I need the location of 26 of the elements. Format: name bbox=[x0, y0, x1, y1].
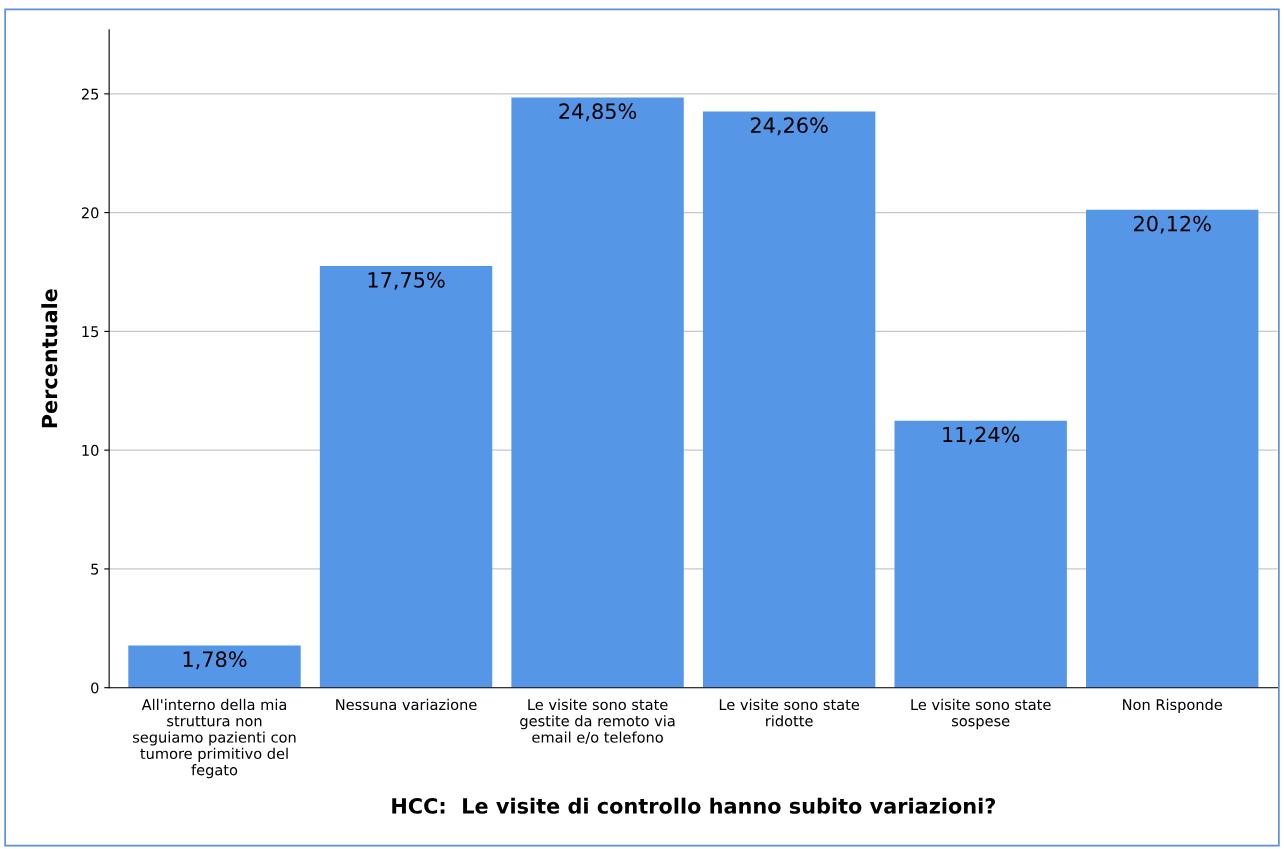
data-label: 24,85% bbox=[559, 103, 637, 122]
data-label: 20,12% bbox=[1134, 215, 1211, 234]
data-label: 1,78% bbox=[183, 651, 247, 670]
bar bbox=[702, 111, 876, 688]
x-tick-label: Nessuna variazione bbox=[336, 698, 477, 711]
data-label: 24,26% bbox=[750, 117, 828, 136]
x-tick-label: Le visite sono state sospese bbox=[911, 698, 1051, 730]
y-tick-label: 25 bbox=[81, 88, 99, 100]
x-tick-label: All'interno della mia struttura non seguiamo pazienti con tumore primitivo del fegato bbox=[133, 698, 296, 779]
x-tick-label: Le visite sono state gestite da remoto via email e/o telefono bbox=[520, 698, 675, 744]
y-tick-label: 5 bbox=[91, 563, 99, 575]
data-label: 11,24% bbox=[943, 426, 1020, 445]
y-axis-title: Percentuale bbox=[41, 289, 58, 428]
bar bbox=[894, 420, 1067, 688]
x-axis-title: HCC: Le visite di controllo hanno subito variazioni? bbox=[392, 797, 995, 814]
x-tick-label: Le visite sono state ridotte bbox=[719, 698, 860, 727]
y-tick-label: 10 bbox=[82, 444, 99, 456]
y-tick-label: 0 bbox=[91, 682, 99, 694]
bar bbox=[128, 645, 301, 688]
x-tick-label: Non Risponde bbox=[1123, 698, 1223, 713]
y-tick-label: 15 bbox=[82, 326, 99, 338]
y-tick-label: 20 bbox=[81, 207, 99, 219]
bar bbox=[1086, 209, 1259, 688]
data-label: 17,75% bbox=[368, 271, 445, 290]
bar bbox=[319, 266, 493, 688]
bar bbox=[511, 97, 684, 688]
